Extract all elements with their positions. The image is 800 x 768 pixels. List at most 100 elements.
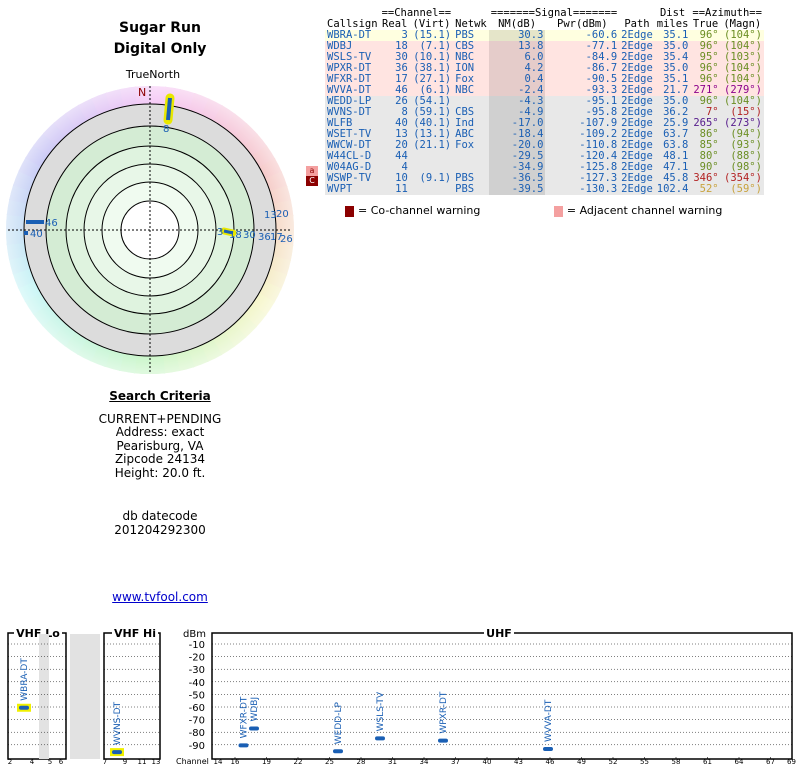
dbm-tick: -30 <box>189 665 205 676</box>
legend-adjacent-text: = Adjacent channel warning <box>566 204 723 217</box>
polar-marker-label: 17 <box>270 232 283 243</box>
col-nm: NM(dB) <box>498 18 537 30</box>
cell-path: 2Edge <box>621 139 653 151</box>
table-row: WVPT 11 PBS -39.5 -130.3 2Edge 102.4 52° (59°) <box>325 184 764 195</box>
cell-callsign: WBRA-DT <box>327 29 372 41</box>
cell-callsign: WVVA-DT <box>327 84 372 96</box>
cell-netwk: PBS <box>455 183 475 195</box>
channel-tick: 5 <box>48 758 52 766</box>
polar-marker-label: 36 <box>258 232 271 243</box>
spectrum-station-mark <box>438 738 448 743</box>
uhf-frame <box>211 632 793 760</box>
cell-path: 2Edge <box>621 51 653 63</box>
table-row: WVNS-DT 8 (59.1) CBS -4.9 -95.8 2Edge 36.2 7° (15… <box>325 107 764 118</box>
cell-callsign: WVPT <box>327 183 353 195</box>
cell-real: 17 <box>395 73 408 85</box>
spectrum-station-label: WVNS-DT <box>113 701 123 745</box>
site-link[interactable]: www.tvfool.com <box>112 590 208 604</box>
polar-marker-label: 40 <box>30 229 43 240</box>
dbm-tick: -90 <box>189 741 205 752</box>
channel-tick: 19 <box>262 758 271 766</box>
cell-virt: (13.1) <box>413 128 452 140</box>
cell-pwr: -110.8 <box>579 139 618 151</box>
legend-cochannel: = Co-channel warning <box>345 204 484 217</box>
cell-nm: -2.4 <box>488 85 546 96</box>
cell-real: 44 <box>395 150 408 162</box>
cell-real: 11 <box>395 183 408 195</box>
channel-tick: 55 <box>640 758 649 766</box>
page-title: Sugar Run Digital Only <box>60 18 260 60</box>
cell-pwr: -120.4 <box>579 150 618 162</box>
cell-magn-az: (93°) <box>730 139 762 151</box>
cell-magn-az: (279°) <box>724 84 762 96</box>
cell-virt <box>410 184 453 195</box>
polar-marker-label: 8 <box>163 124 169 135</box>
dbm-tick: -70 <box>189 716 205 727</box>
group-channel: ==Channel== <box>381 7 452 19</box>
cell-pwr: -84.9 <box>585 51 618 63</box>
col-virt: (Virt) <box>412 18 451 30</box>
cell-true-az: 96° <box>699 29 719 41</box>
cell-netwk: CBS <box>455 106 475 118</box>
table-group-header: ==Channel== =======Signal======= Dist ==… <box>325 8 764 19</box>
cell-true-az: 96° <box>699 95 719 107</box>
cell-nm: -34.9 <box>488 162 546 173</box>
spectrum-station-label: WFXR-DT <box>240 696 250 738</box>
col-pwr: Pwr(dBm) <box>557 18 608 30</box>
spectrum-station-mark <box>543 746 553 751</box>
cell-real: 18 <box>395 40 408 52</box>
table-row: WWCW-DT 20 (21.1) Fox -20.0 -110.8 2Edge 63.8 85… <box>325 140 764 151</box>
dbm-tick: -60 <box>189 703 205 714</box>
cell-magn-az: (94°) <box>730 128 762 140</box>
cell-magn-az: (15°) <box>730 106 762 118</box>
table-row: WLFB 40 (40.1) Ind -17.0 -107.9 2Edge 25.9 265° (… <box>325 118 764 129</box>
cell-magn-az: (103°) <box>724 51 762 63</box>
cell-nm: 13.8 <box>488 41 546 52</box>
table-row: WFXR-DT 17 (27.1) Fox 0.4 -90.5 2Edge 35.1 96° (1… <box>325 74 764 85</box>
spectrum-station-label: WDBJ <box>250 697 260 722</box>
cell-dist: 36.2 <box>663 106 689 118</box>
cell-netwk: ION <box>455 62 475 74</box>
adjacent-warning-badge: a <box>306 166 318 176</box>
cell-nm: 6.0 <box>488 52 546 63</box>
cell-nm: -18.4 <box>488 129 546 140</box>
dbm-tick: -40 <box>189 678 205 689</box>
channel-tick: 25 <box>325 758 334 766</box>
vhf-lo-label: VHF Lo <box>16 627 60 640</box>
cell-dist: 63.8 <box>663 139 689 151</box>
cell-nm: 0.4 <box>488 74 546 85</box>
cell-magn-az: (104°) <box>724 40 762 52</box>
cell-callsign: W44CL-D <box>327 150 372 162</box>
cell-netwk: ABC <box>455 128 475 140</box>
cell-magn-az: (104°) <box>724 29 762 41</box>
channel-tick: 6 <box>59 758 64 766</box>
cell-virt: (21.1) <box>413 139 452 151</box>
cell-dist: 63.7 <box>663 128 689 140</box>
criteria-mode: CURRENT+PENDING <box>98 411 222 426</box>
cell-true-az: 265° <box>693 117 719 129</box>
polar-marker-label: 30 <box>243 230 256 241</box>
channel-tick: 13 <box>152 758 161 766</box>
col-true: True <box>692 18 719 30</box>
legend-cochannel-text: = Co-channel warning <box>358 204 481 217</box>
cell-nm: -4.3 <box>488 96 546 107</box>
cell-virt <box>410 151 453 162</box>
cell-callsign: WWCW-DT <box>327 139 372 151</box>
cell-netwk: CBS <box>455 40 475 52</box>
cell-virt: (40.1) <box>413 117 452 129</box>
table-row: WDBJ 18 (7.1) CBS 13.8 -77.1 2Edge 35.0 96° (104°… <box>325 41 764 52</box>
polar-marker-label: 46 <box>45 218 58 229</box>
cell-pwr: -77.1 <box>585 40 618 52</box>
spectrum-station-label: WPXR-DT <box>439 691 449 734</box>
spectrum-chart: VHF Lo VHF Hi UHF dBm Channel -10 -20-30 -… <box>7 627 796 766</box>
channel-axis-label: Channel <box>176 757 209 766</box>
cell-true-az: 7° <box>705 106 719 118</box>
cell-dist: 25.9 <box>663 117 689 129</box>
cell-pwr: -130.3 <box>579 183 618 195</box>
cell-magn-az: (273°) <box>724 117 762 129</box>
cell-path: 2Edge <box>621 40 653 52</box>
cell-callsign: WPXR-DT <box>327 62 372 74</box>
cell-true-az: 96° <box>699 62 719 74</box>
col-dist: miles <box>656 18 689 30</box>
